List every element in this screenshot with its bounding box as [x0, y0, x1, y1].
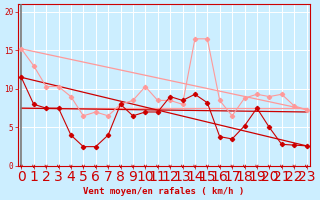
- X-axis label: Vent moyen/en rafales ( km/h ): Vent moyen/en rafales ( km/h ): [83, 187, 244, 196]
